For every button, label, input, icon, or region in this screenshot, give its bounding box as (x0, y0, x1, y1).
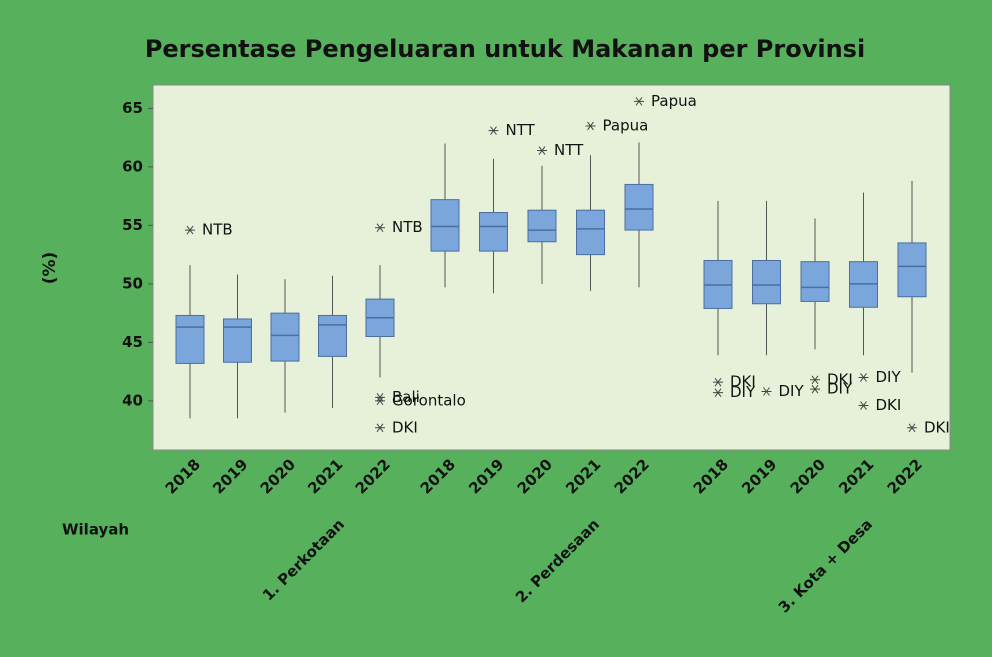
box (270, 312, 300, 362)
outlier (375, 423, 385, 433)
outlier-label: DKI (924, 418, 950, 436)
box (576, 209, 605, 256)
outlier (537, 146, 547, 155)
y-tick-label: 55 (122, 216, 143, 234)
box (897, 242, 927, 298)
outlier (634, 97, 644, 106)
y-tick-label: 65 (122, 99, 143, 117)
y-axis-label: (%) (40, 252, 60, 285)
outlier (375, 393, 385, 402)
outlier-label: Bali (392, 388, 420, 406)
box (479, 212, 508, 252)
outlier (810, 384, 820, 394)
outlier (185, 225, 195, 235)
outlier (375, 396, 385, 406)
outlier (907, 423, 917, 433)
outlier (585, 121, 596, 131)
box (624, 183, 654, 231)
outlier (375, 223, 385, 233)
outlier-label: DKI (827, 370, 853, 388)
outlier (858, 373, 869, 382)
chart-title: Persentase Pengeluaran untuk Makanan per… (145, 35, 865, 63)
box (430, 199, 460, 252)
outlier (488, 126, 499, 135)
outlier (761, 387, 772, 396)
box (800, 261, 830, 302)
box (527, 209, 557, 243)
outlier (810, 375, 820, 385)
y-tick-label: 60 (122, 157, 143, 175)
outlier-label: Papua (603, 116, 649, 134)
outlier-label: DIY (827, 380, 853, 398)
y-tick-label: 40 (122, 391, 143, 409)
outlier (713, 377, 723, 387)
outlier-label: DIY (730, 383, 756, 401)
outlier-label: Papua (651, 92, 697, 110)
x-axis-label: Wilayah (62, 521, 129, 539)
outlier-label: NTT (554, 141, 584, 159)
outlier-label: DIY (876, 368, 902, 386)
y-tick-label: 50 (122, 274, 143, 292)
box (223, 318, 252, 363)
outlier-label: DKI (392, 418, 418, 436)
y-tick-label: 45 (122, 333, 143, 351)
outlier-label: NTT (506, 121, 536, 139)
outlier (858, 401, 869, 410)
outlier-label: NTB (392, 218, 423, 236)
outlier-label: DKI (730, 373, 756, 391)
outlier-label: DKI (876, 396, 902, 414)
box (752, 259, 781, 305)
outlier-label: NTB (202, 221, 233, 239)
box (318, 314, 347, 357)
outlier-label: Gorontalo (392, 391, 466, 409)
outlier (713, 388, 723, 397)
box (175, 314, 205, 364)
outlier-label: DIY (779, 382, 805, 400)
